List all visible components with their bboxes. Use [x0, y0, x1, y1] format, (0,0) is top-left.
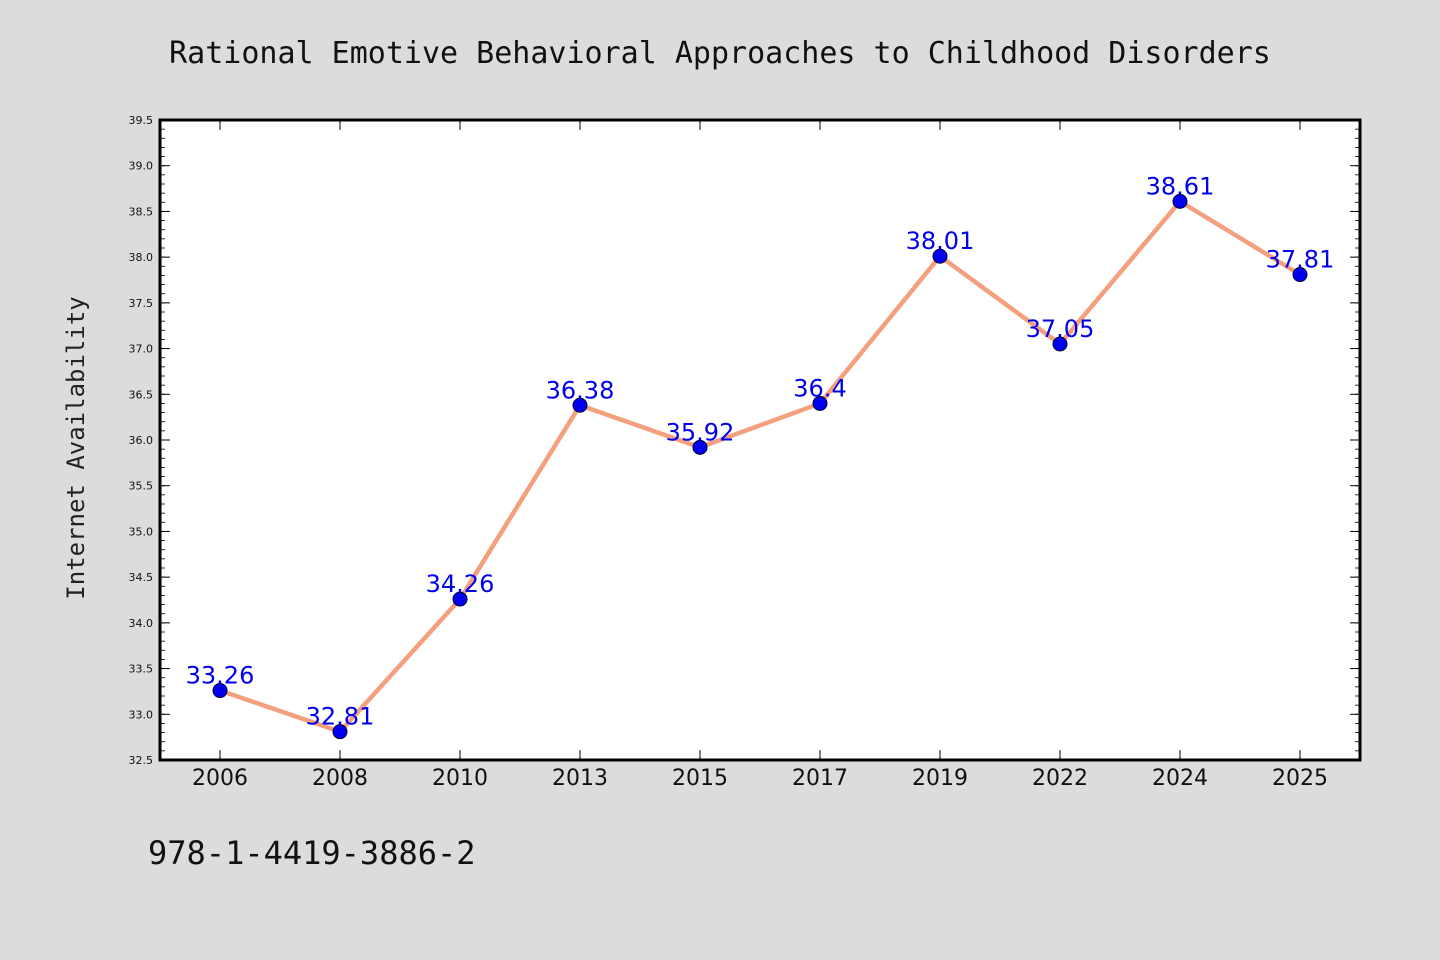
x-tick-label: 2015 [672, 766, 728, 791]
data-point [212, 683, 228, 699]
data-point [332, 724, 348, 740]
data-label: 36.4 [793, 374, 846, 402]
series-line [217, 199, 1303, 734]
footer-isbn: 978-1-4419-3886-2 [148, 834, 476, 872]
plot-frame [158, 118, 1362, 762]
series-layer: 33.26 32.81 34.26 36.38 35.92 36.4 38.01 37.05 3… [186, 172, 1335, 740]
x-tick-label: 2010 [432, 766, 488, 791]
data-label: 37.81 [1266, 246, 1335, 274]
data-label: 36.38 [546, 376, 615, 404]
x-tick-label: 2013 [552, 766, 608, 791]
y-tick-label: 38.5 [129, 205, 154, 218]
data-point [452, 591, 468, 607]
chart-title: Rational Emotive Behavioral Approaches t… [169, 36, 1271, 71]
data-point [812, 395, 828, 411]
y-tick-label: 38.0 [129, 251, 154, 264]
y-tick-label: 37.5 [129, 297, 154, 310]
x-tick-label: 2019 [912, 766, 968, 791]
data-point [1292, 267, 1308, 283]
data-point [572, 397, 588, 413]
x-axis: 2006 2008 2010 2013 2015 2017 2019 2022 2024 2025 [192, 120, 1328, 791]
y-tick-label: 35.0 [129, 525, 154, 538]
y-tick-label: 37.0 [129, 343, 154, 356]
x-tick-label: 2017 [792, 766, 848, 791]
plot-area [160, 120, 1360, 760]
x-tick-label: 2022 [1032, 766, 1088, 791]
data-label: 32.81 [306, 703, 375, 731]
y-tick-label: 33.0 [129, 708, 154, 721]
data-point [1052, 336, 1068, 352]
data-label: 33.26 [186, 662, 255, 690]
x-tick-label: 2006 [192, 766, 248, 791]
data-label: 37.05 [1026, 315, 1095, 343]
data-point [932, 248, 948, 264]
y-tick-label: 34.0 [129, 617, 154, 630]
y-tick-label: 32.5 [129, 754, 154, 767]
data-label: 35.92 [666, 418, 735, 446]
data-label: 38.61 [1146, 172, 1215, 200]
y-tick-label: 34.5 [129, 571, 154, 584]
x-tick-label: 2025 [1272, 766, 1328, 791]
y-tick-label: 39.5 [129, 114, 154, 127]
x-tick-label: 2008 [312, 766, 368, 791]
y-axis-label: Internet Availability [62, 296, 90, 599]
data-label: 38.01 [906, 227, 975, 255]
y-tick-label: 36.0 [129, 434, 154, 447]
y-tick-label: 36.5 [129, 388, 154, 401]
data-label: 34.26 [426, 570, 495, 598]
data-point [1172, 193, 1188, 209]
y-tick-label: 33.5 [129, 663, 154, 676]
y-tick-label: 39.0 [129, 160, 154, 173]
x-tick-label: 2024 [1152, 766, 1208, 791]
y-tick-label: 35.5 [129, 480, 154, 493]
data-point [692, 439, 708, 455]
y-axis: 32.5 33.0 33.5 34.0 34.5 35.0 35.5 36.0 36.5 37.0… [129, 114, 1360, 767]
